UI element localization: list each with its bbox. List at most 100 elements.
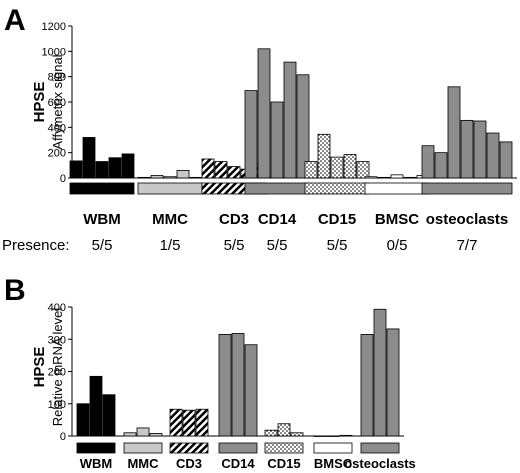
gene-label-b: HPSE xyxy=(31,347,48,388)
bar-mmc-3 xyxy=(163,176,177,179)
panel-letter-a: A xyxy=(4,4,26,37)
y-axis-label-a: Affymetrix signal xyxy=(50,54,65,149)
bar-cd15-1 xyxy=(264,429,278,437)
gene-label-a: HPSE xyxy=(31,82,48,123)
bar-wbm-1 xyxy=(76,403,90,437)
bar-wbm-4 xyxy=(108,157,122,179)
group-label-bmsc: BMSC xyxy=(375,211,419,228)
y-tick-label: 0 xyxy=(60,173,66,185)
presence-mmc: 1/5 xyxy=(160,237,181,254)
bar-cd14-3 xyxy=(244,344,258,437)
legend-box-osteoclasts xyxy=(421,182,513,195)
legend-box-cd14 xyxy=(244,182,310,195)
bar-cd3-3 xyxy=(227,166,241,179)
y-tick-label: 300 xyxy=(48,334,66,346)
presence-cd14: 5/5 xyxy=(267,237,288,254)
y-axis-label-b: Relative mRNA level xyxy=(50,308,65,427)
bars-b xyxy=(76,308,400,437)
y-tick-label: 200 xyxy=(48,148,66,160)
group-label-bmsc: BMSC xyxy=(314,456,353,471)
y-tick-label: 400 xyxy=(48,122,66,134)
group-label-mmc: MMC xyxy=(127,456,159,471)
bar-bmsc-4 xyxy=(403,176,417,179)
group-label-mmc: MMC xyxy=(152,211,188,228)
group-labels-a: WBM MMC CD3 CD14 CD15 BMSC osteoclasts xyxy=(83,211,508,228)
bar-cd14-1 xyxy=(244,90,258,179)
panel-a: A HPSE Affymetrix signal 0 200 400 600 800 10… xyxy=(2,4,517,254)
bar-mmc-1 xyxy=(123,432,137,437)
group-legend-b xyxy=(76,442,400,454)
panel-letter-b: B xyxy=(4,274,26,307)
bar-cd15-2 xyxy=(317,133,331,179)
y-tick-label: 1000 xyxy=(42,46,66,58)
y-tick-label: 1200 xyxy=(42,21,66,33)
bar-cd15-4 xyxy=(343,154,357,179)
group-label-cd15: CD15 xyxy=(267,456,300,471)
panel-b: B HPSE Relative mRNA level 0 100 200 300 400… xyxy=(4,274,416,471)
group-label-osteoclasts: osteoclasts xyxy=(344,456,416,471)
bar-cd14-4 xyxy=(283,61,297,179)
bar-mmc-5 xyxy=(189,176,203,179)
presence-osteoclasts: 7/7 xyxy=(457,237,478,254)
legend-box-cd15 xyxy=(264,442,304,454)
bar-bmsc-2 xyxy=(377,176,391,179)
bar-wbm-1 xyxy=(69,160,83,179)
bar-cd15-5 xyxy=(356,161,370,179)
legend-box-cd14 xyxy=(218,442,258,454)
y-tick-label: 600 xyxy=(48,97,66,109)
group-legend-a xyxy=(69,182,513,195)
legend-box-wbm xyxy=(76,442,116,454)
bar-osteoclasts-3 xyxy=(447,86,461,179)
bar-mmc-2 xyxy=(136,427,150,437)
legend-box-bmsc xyxy=(364,182,430,195)
group-label-osteoclasts: osteoclasts xyxy=(426,211,509,228)
bar-osteoclasts-4 xyxy=(460,119,474,179)
legend-box-cd3 xyxy=(169,442,209,454)
bar-cd15-2 xyxy=(277,423,291,437)
presence-cd3: 5/5 xyxy=(224,237,245,254)
bar-osteoclasts-7 xyxy=(499,141,513,179)
bar-cd15-1 xyxy=(304,161,318,179)
y-tick-label: 800 xyxy=(48,72,66,84)
presence-wbm: 5/5 xyxy=(92,237,113,254)
bar-osteoclasts-5 xyxy=(473,120,487,179)
bar-osteoclasts-1 xyxy=(421,145,435,179)
bar-bmsc-3 xyxy=(339,434,353,437)
bar-wbm-2 xyxy=(82,137,96,179)
bar-cd14-2 xyxy=(231,333,245,437)
bar-wbm-3 xyxy=(95,161,109,179)
legend-box-cd15 xyxy=(304,182,370,195)
group-label-cd14: CD14 xyxy=(258,211,297,228)
legend-box-osteoclasts xyxy=(360,442,400,454)
bar-cd14-2 xyxy=(257,48,271,179)
bar-wbm-5 xyxy=(121,153,135,179)
bar-cd14-3 xyxy=(270,101,284,179)
bar-cd15-3 xyxy=(290,432,304,437)
bar-wbm-3 xyxy=(102,394,116,437)
legend-box-wbm xyxy=(69,182,135,195)
bar-mmc-2 xyxy=(150,175,164,179)
y-tick-label: 200 xyxy=(48,367,66,379)
legend-box-mmc xyxy=(137,182,203,195)
y-tick-label: 400 xyxy=(48,302,66,314)
bar-mmc-1 xyxy=(137,176,151,179)
presence-cd15: 5/5 xyxy=(327,237,348,254)
bar-cd3-3 xyxy=(195,408,209,437)
bar-bmsc-2 xyxy=(326,435,340,437)
group-label-wbm: WBM xyxy=(83,211,121,228)
group-label-cd3: CD3 xyxy=(176,456,202,471)
bar-cd14-1 xyxy=(218,334,232,437)
group-label-cd3: CD3 xyxy=(219,211,249,228)
bar-mmc-3 xyxy=(149,433,163,437)
bar-osteoclasts-2 xyxy=(434,152,448,179)
bar-bmsc-1 xyxy=(364,176,378,179)
bar-cd15-3 xyxy=(330,156,344,179)
group-label-wbm: WBM xyxy=(80,456,113,471)
y-tick-label: 0 xyxy=(60,431,66,443)
bar-osteoclasts-1 xyxy=(360,334,374,437)
bar-cd3-2 xyxy=(214,161,228,179)
presence-values: 5/5 1/5 5/5 5/5 5/5 0/5 7/7 xyxy=(92,237,478,254)
bar-osteoclasts-3 xyxy=(386,328,400,437)
bar-mmc-4 xyxy=(176,169,190,179)
